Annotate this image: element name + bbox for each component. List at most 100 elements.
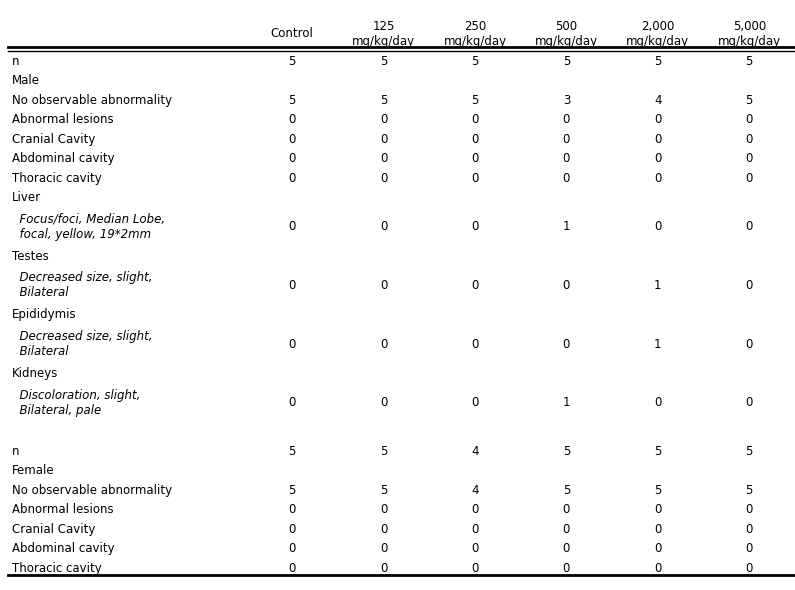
Text: 0: 0 bbox=[289, 523, 296, 536]
Text: 0: 0 bbox=[563, 542, 570, 555]
Text: 0: 0 bbox=[289, 172, 296, 185]
Text: 0: 0 bbox=[471, 152, 479, 165]
Text: 1: 1 bbox=[654, 337, 661, 350]
Text: 0: 0 bbox=[654, 523, 661, 536]
Text: Cranial Cavity: Cranial Cavity bbox=[12, 133, 95, 146]
Text: 2,000
mg/kg/day: 2,000 mg/kg/day bbox=[626, 20, 689, 48]
Text: 0: 0 bbox=[380, 503, 387, 516]
Text: 0: 0 bbox=[289, 542, 296, 555]
Text: 5: 5 bbox=[289, 94, 296, 107]
Text: 4: 4 bbox=[471, 445, 479, 458]
Text: 0: 0 bbox=[563, 279, 570, 292]
Text: 0: 0 bbox=[289, 113, 296, 126]
Text: 0: 0 bbox=[380, 172, 387, 185]
Text: 5: 5 bbox=[746, 484, 753, 497]
Text: 0: 0 bbox=[471, 542, 479, 555]
Text: 5: 5 bbox=[380, 55, 387, 68]
Text: 0: 0 bbox=[746, 133, 753, 146]
Text: 5: 5 bbox=[654, 484, 661, 497]
Text: 0: 0 bbox=[380, 562, 387, 575]
Text: 0: 0 bbox=[654, 221, 661, 234]
Text: 0: 0 bbox=[746, 172, 753, 185]
Text: 0: 0 bbox=[654, 113, 661, 126]
Text: Male: Male bbox=[12, 74, 40, 87]
Text: Abdominal cavity: Abdominal cavity bbox=[12, 152, 114, 165]
Text: 5: 5 bbox=[563, 445, 570, 458]
Text: 0: 0 bbox=[746, 279, 753, 292]
Text: 0: 0 bbox=[654, 542, 661, 555]
Text: 0: 0 bbox=[289, 279, 296, 292]
Text: 0: 0 bbox=[289, 221, 296, 234]
Text: 0: 0 bbox=[746, 337, 753, 350]
Text: 0: 0 bbox=[380, 279, 387, 292]
Text: 5: 5 bbox=[289, 484, 296, 497]
Text: No observable abnormality: No observable abnormality bbox=[12, 94, 172, 107]
Text: Decreased size, slight,
  Bilateral: Decreased size, slight, Bilateral bbox=[12, 271, 153, 300]
Text: Control: Control bbox=[271, 27, 313, 41]
Text: 0: 0 bbox=[380, 133, 387, 146]
Text: 0: 0 bbox=[471, 562, 479, 575]
Text: 0: 0 bbox=[380, 221, 387, 234]
Text: 125
mg/kg/day: 125 mg/kg/day bbox=[352, 20, 415, 48]
Text: 0: 0 bbox=[563, 562, 570, 575]
Text: 0: 0 bbox=[563, 152, 570, 165]
Text: 0: 0 bbox=[654, 133, 661, 146]
Text: 0: 0 bbox=[563, 337, 570, 350]
Text: 500
mg/kg/day: 500 mg/kg/day bbox=[535, 20, 598, 48]
Text: 1: 1 bbox=[654, 279, 661, 292]
Text: 250
mg/kg/day: 250 mg/kg/day bbox=[444, 20, 506, 48]
Text: 0: 0 bbox=[289, 503, 296, 516]
Text: 0: 0 bbox=[746, 152, 753, 165]
Text: 1: 1 bbox=[563, 396, 570, 409]
Text: Testes: Testes bbox=[12, 250, 48, 263]
Text: Abnormal lesions: Abnormal lesions bbox=[12, 503, 114, 516]
Text: Cranial Cavity: Cranial Cavity bbox=[12, 523, 95, 536]
Text: 0: 0 bbox=[746, 523, 753, 536]
Text: 5: 5 bbox=[654, 445, 661, 458]
Text: 5: 5 bbox=[746, 94, 753, 107]
Text: 0: 0 bbox=[746, 396, 753, 409]
Text: 0: 0 bbox=[380, 152, 387, 165]
Text: 0: 0 bbox=[746, 503, 753, 516]
Text: 0: 0 bbox=[380, 337, 387, 350]
Text: 0: 0 bbox=[746, 562, 753, 575]
Text: 5: 5 bbox=[563, 484, 570, 497]
Text: 0: 0 bbox=[289, 396, 296, 409]
Text: 0: 0 bbox=[563, 133, 570, 146]
Text: 0: 0 bbox=[289, 337, 296, 350]
Text: Liver: Liver bbox=[12, 191, 41, 204]
Text: Thoracic cavity: Thoracic cavity bbox=[12, 562, 102, 575]
Text: 0: 0 bbox=[746, 221, 753, 234]
Text: 4: 4 bbox=[654, 94, 661, 107]
Text: 0: 0 bbox=[289, 562, 296, 575]
Text: Decreased size, slight,
  Bilateral: Decreased size, slight, Bilateral bbox=[12, 330, 153, 358]
Text: 0: 0 bbox=[471, 396, 479, 409]
Text: 0: 0 bbox=[654, 172, 661, 185]
Text: 5: 5 bbox=[380, 484, 387, 497]
Text: 0: 0 bbox=[471, 133, 479, 146]
Text: 0: 0 bbox=[746, 542, 753, 555]
Text: 0: 0 bbox=[380, 523, 387, 536]
Text: 0: 0 bbox=[746, 113, 753, 126]
Text: 0: 0 bbox=[563, 113, 570, 126]
Text: 5: 5 bbox=[563, 55, 570, 68]
Text: Abnormal lesions: Abnormal lesions bbox=[12, 113, 114, 126]
Text: 0: 0 bbox=[563, 523, 570, 536]
Text: No observable abnormality: No observable abnormality bbox=[12, 484, 172, 497]
Text: Abdominal cavity: Abdominal cavity bbox=[12, 542, 114, 555]
Text: Thoracic cavity: Thoracic cavity bbox=[12, 172, 102, 185]
Text: 5: 5 bbox=[380, 94, 387, 107]
Text: 5: 5 bbox=[289, 445, 296, 458]
Text: 5,000
mg/kg/day: 5,000 mg/kg/day bbox=[718, 20, 781, 48]
Text: 5: 5 bbox=[289, 55, 296, 68]
Text: 0: 0 bbox=[289, 133, 296, 146]
Text: Kidneys: Kidneys bbox=[12, 367, 58, 380]
Text: 0: 0 bbox=[563, 172, 570, 185]
Text: 0: 0 bbox=[654, 396, 661, 409]
Text: 0: 0 bbox=[380, 542, 387, 555]
Text: Epididymis: Epididymis bbox=[12, 308, 76, 322]
Text: n: n bbox=[12, 55, 19, 68]
Text: 0: 0 bbox=[471, 113, 479, 126]
Text: 5: 5 bbox=[746, 445, 753, 458]
Text: 5: 5 bbox=[654, 55, 661, 68]
